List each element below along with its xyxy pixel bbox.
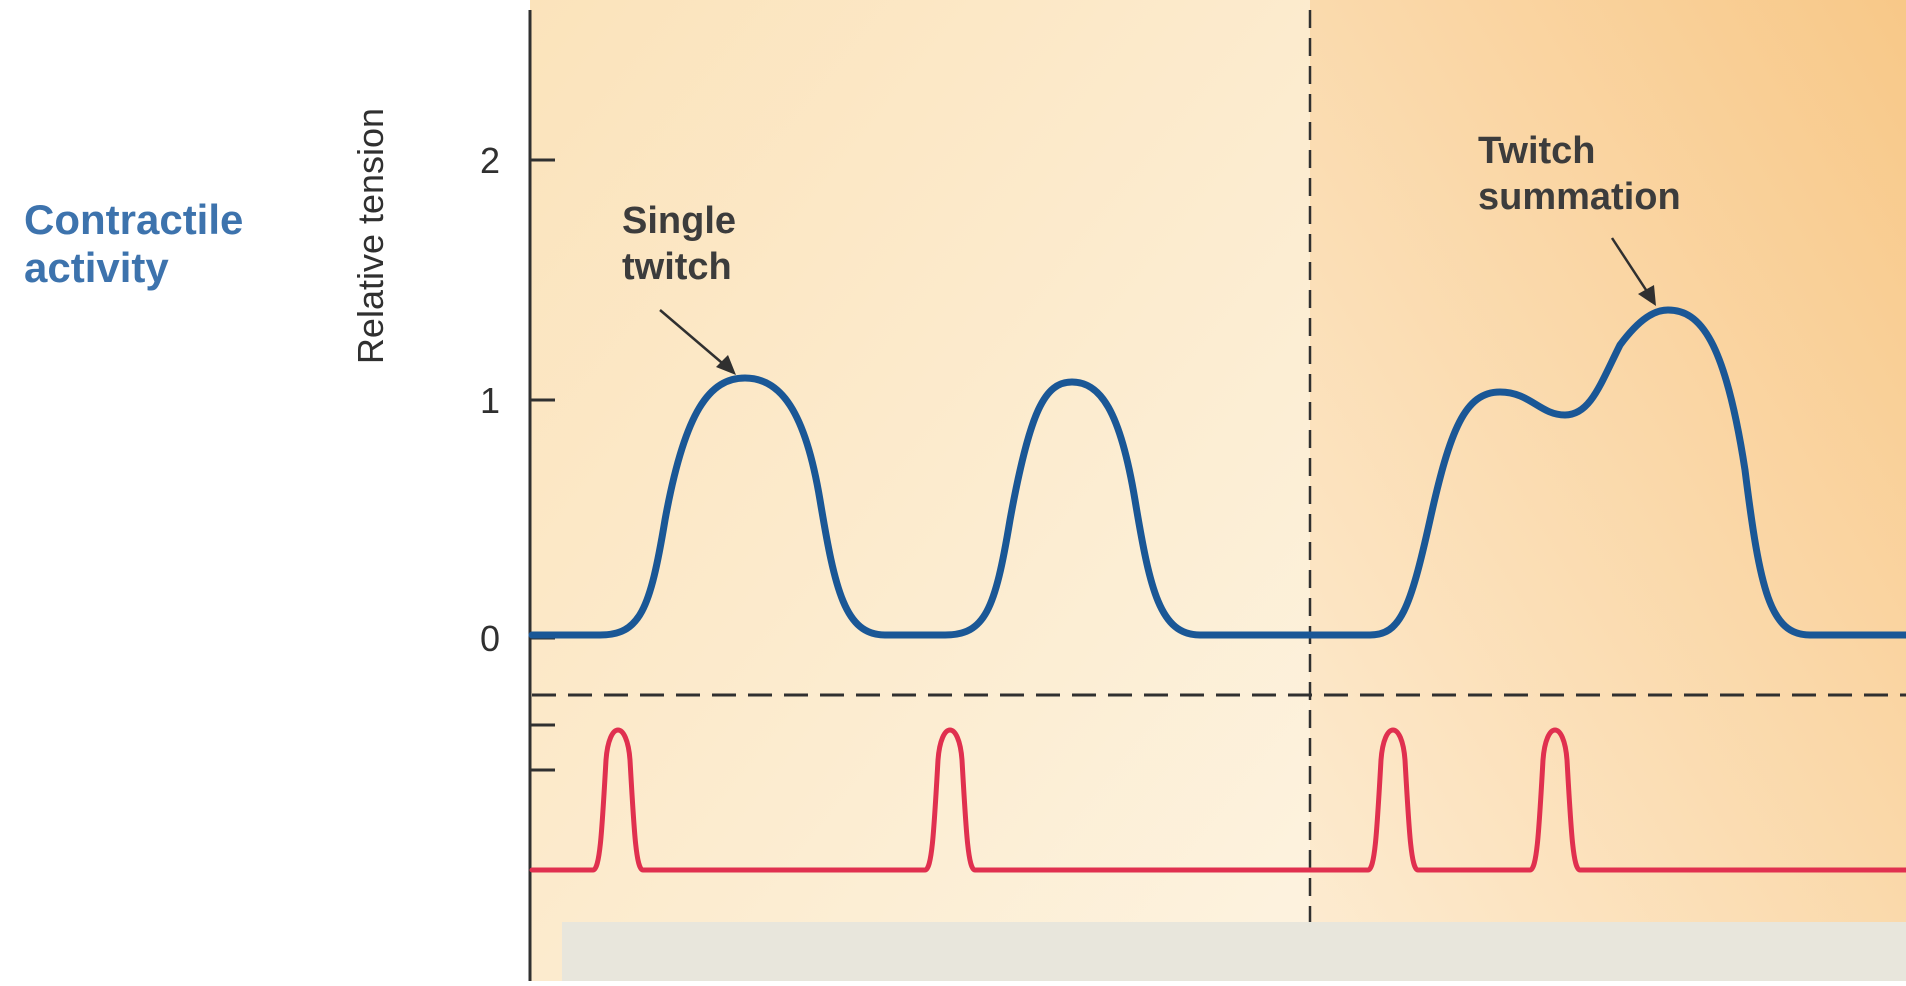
single-twitch-annotation: Single twitch [622,200,737,288]
single-twitch-arrow [659,309,729,369]
twitch-summation-arrow [1610,237,1652,297]
twitch-summation-annotation: Twitch summation [1478,130,1681,218]
y-axis-label-text: Relative tension [350,107,391,365]
single-twitch-arrowhead [716,355,736,375]
y-tick-label-2: 2 [479,140,500,181]
bottom-band [562,922,1906,981]
contractile-activity-label: Contractile activity [24,196,244,291]
tension-curve [528,306,1906,639]
left-panel-background [530,0,1310,981]
y-tick-label-1: 1 [479,380,500,421]
y-tick-label-0: 0 [479,618,500,659]
twitch-summation-arrowhead [1638,285,1656,306]
action-potential-trace [529,727,1906,873]
